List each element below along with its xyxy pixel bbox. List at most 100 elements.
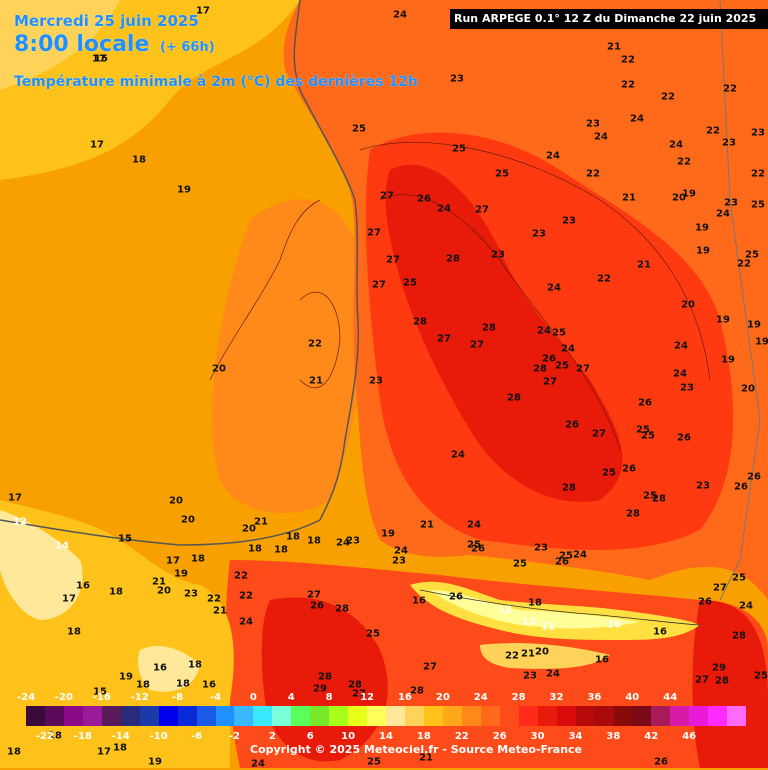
temperature-label: 20	[535, 647, 549, 658]
legend-swatch	[576, 706, 595, 726]
temperature-label: 20	[157, 586, 171, 597]
temperature-label: 17	[8, 493, 22, 504]
temperature-label: 22	[677, 157, 691, 168]
temperature-label: 27	[367, 228, 381, 239]
temperature-label: 14	[55, 541, 69, 552]
temperature-label: 28	[335, 604, 349, 615]
temperature-label: 25	[559, 551, 573, 562]
temperature-label: 22	[661, 92, 675, 103]
legend-tick-bottom: 26	[493, 731, 507, 742]
temperature-label: 16	[153, 663, 167, 674]
forecast-time: 8:00 locale	[14, 32, 149, 57]
temperature-label: 24	[546, 669, 560, 680]
temperature-label: 21	[637, 260, 651, 271]
legend-tick-top: 28	[512, 692, 526, 703]
legend-swatch	[348, 706, 367, 726]
temperature-label: 27	[307, 590, 321, 601]
temperature-label: 25	[745, 250, 759, 261]
legend-swatch	[197, 706, 216, 726]
temperature-label: 19	[119, 672, 133, 683]
legend-swatch	[367, 706, 386, 726]
temperature-label: 25	[751, 200, 765, 211]
temperature-label: 27	[576, 364, 590, 375]
legend-swatch	[253, 706, 272, 726]
temperature-label: 24	[239, 617, 253, 628]
color-scale-legend	[26, 706, 746, 726]
temperature-label: 27	[423, 662, 437, 673]
legend-tick-bottom: 10	[341, 731, 355, 742]
temperature-label: 26	[734, 482, 748, 493]
temperature-label: 17	[62, 594, 76, 605]
temperature-label: 28	[626, 509, 640, 520]
temperature-label: 26	[471, 544, 485, 555]
temperature-label: 18	[528, 598, 542, 609]
temperature-label: 23	[392, 556, 406, 567]
temperature-label: 24	[673, 369, 687, 380]
legend-swatch	[595, 706, 614, 726]
legend-tick-bottom: 2	[269, 731, 276, 742]
temperature-label: 21	[309, 376, 323, 387]
legend-tick-bottom: 46	[682, 731, 696, 742]
temperature-label: 18	[307, 536, 321, 547]
temperature-label: 22	[621, 80, 635, 91]
temperature-label: 23	[450, 74, 464, 85]
temperature-label: 24	[630, 114, 644, 125]
temperature-label: 27	[543, 377, 557, 388]
temperature-label: 22	[207, 594, 221, 605]
legend-tick-top: 4	[288, 692, 295, 703]
temperature-label: 18	[136, 680, 150, 691]
run-info-banner: Run ARPEGE 0.1° 12 Z du Dimanche 22 juin…	[450, 9, 768, 29]
temperature-label: 27	[713, 583, 727, 594]
temperature-label: 19	[721, 355, 735, 366]
forecast-date: Mercredi 25 juin 2025	[14, 12, 199, 30]
copyright: Copyright © 2025 Meteociel.fr - Source M…	[250, 743, 582, 756]
legend-swatch	[102, 706, 121, 726]
legend-tick-top: -8	[172, 692, 183, 703]
temperature-label: 10	[607, 620, 621, 631]
temperature-label: 28	[446, 254, 460, 265]
temperature-label: 25	[367, 757, 381, 768]
temperature-label: 12	[498, 605, 512, 616]
legend-swatch	[159, 706, 178, 726]
temperature-label: 12	[13, 517, 27, 528]
temperature-label: 25	[555, 361, 569, 372]
temperature-label: 20	[212, 364, 226, 375]
temperature-label: 18	[188, 660, 202, 671]
temperature-label: 29	[712, 663, 726, 674]
temperature-label: 21	[607, 42, 621, 53]
temperature-label: 23	[534, 543, 548, 554]
temperature-label: 23	[696, 481, 710, 492]
temperature-label: 28	[652, 494, 666, 505]
legend-tick-bottom: -18	[74, 731, 92, 742]
legend-tick-bottom: 38	[606, 731, 620, 742]
legend-tick-top: -16	[93, 692, 111, 703]
legend-swatch	[64, 706, 83, 726]
temperature-label: 23	[722, 138, 736, 149]
temperature-label: 23	[369, 376, 383, 387]
temperature-label: 24	[674, 341, 688, 352]
legend-tick-top: 0	[250, 692, 257, 703]
temperature-label: 24	[716, 209, 730, 220]
temperature-label: 17	[166, 556, 180, 567]
legend-tick-top: -4	[210, 692, 221, 703]
legend-swatch	[481, 706, 500, 726]
legend-swatch	[121, 706, 140, 726]
temperature-label: 23	[184, 589, 198, 600]
temperature-label: 28	[507, 393, 521, 404]
legend-swatch	[443, 706, 462, 726]
legend-swatch	[216, 706, 235, 726]
temperature-label: 23	[724, 198, 738, 209]
temperature-label: 22	[586, 169, 600, 180]
legend-tick-bottom: -14	[112, 731, 130, 742]
temperature-label: 21	[622, 193, 636, 204]
temperature-label: 27	[470, 340, 484, 351]
temperature-label: 24	[561, 344, 575, 355]
legend-swatch	[291, 706, 310, 726]
legend-swatch	[405, 706, 424, 726]
temperature-label: 28	[732, 631, 746, 642]
legend-tick-top: -20	[55, 692, 73, 703]
temperature-label: 18	[248, 544, 262, 555]
temperature-label: 11	[541, 622, 555, 633]
temperature-label: 23	[491, 250, 505, 261]
